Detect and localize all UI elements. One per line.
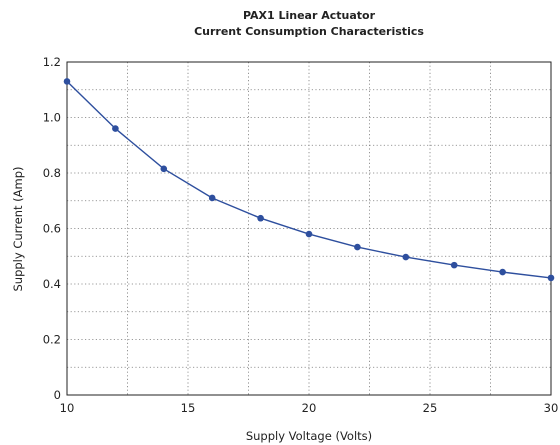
data-point bbox=[112, 125, 119, 132]
x-tick-label: 15 bbox=[181, 401, 196, 415]
x-tick-label: 30 bbox=[544, 401, 559, 415]
data-point bbox=[450, 261, 458, 269]
y-tick-label: 1.2 bbox=[43, 55, 61, 69]
y-tick-label: 0.4 bbox=[43, 277, 61, 291]
x-axis-ticks: 10 15 20 25 30 bbox=[60, 401, 559, 415]
y-tick-label: 1.0 bbox=[43, 111, 61, 125]
chart-title: PAX1 Linear Actuator bbox=[243, 9, 376, 22]
data-point bbox=[499, 268, 506, 276]
x-axis-label: Supply Voltage (Volts) bbox=[246, 429, 372, 443]
y-tick-label: 0.6 bbox=[43, 222, 61, 236]
data-point bbox=[63, 78, 71, 85]
data-point bbox=[547, 274, 555, 282]
x-tick-label: 25 bbox=[423, 401, 438, 415]
y-tick-label: 0.2 bbox=[43, 333, 61, 347]
x-tick-label: 20 bbox=[302, 401, 317, 415]
plot-frame bbox=[66, 61, 552, 396]
y-axis-ticks: 0 0.2 0.4 0.6 0.8 1.0 1.2 bbox=[43, 55, 61, 402]
x-tick-label: 10 bbox=[60, 401, 75, 415]
y-tick-label: 0 bbox=[54, 388, 61, 402]
data-point bbox=[257, 214, 264, 222]
data-point bbox=[208, 194, 216, 202]
data-point bbox=[402, 253, 410, 261]
data-point bbox=[160, 165, 168, 173]
y-axis-label: Supply Current (Amp) bbox=[11, 166, 25, 291]
chart-subtitle: Current Consumption Characteristics bbox=[194, 25, 424, 38]
series-group bbox=[63, 78, 555, 282]
grid-lines bbox=[67, 62, 551, 395]
data-point bbox=[305, 230, 313, 238]
series-line bbox=[66, 80, 552, 279]
y-tick-label: 0.8 bbox=[43, 166, 61, 180]
data-point bbox=[354, 243, 361, 251]
